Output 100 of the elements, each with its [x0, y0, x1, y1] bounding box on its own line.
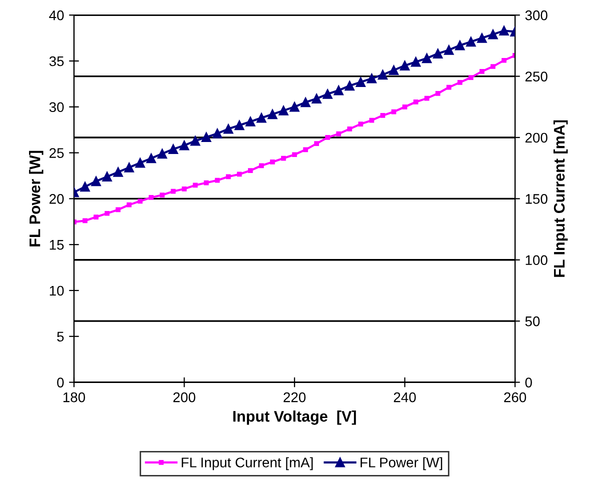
point — [477, 33, 487, 43]
point — [236, 172, 242, 177]
point — [490, 64, 496, 69]
legend-label: FL Power [W] — [360, 457, 442, 470]
y-tick-label: 10 — [50, 286, 64, 296]
y2-tick-label: 150 — [526, 194, 548, 204]
point — [281, 156, 286, 161]
point — [435, 90, 440, 96]
point — [259, 163, 264, 168]
point — [190, 136, 200, 146]
point — [378, 70, 388, 80]
point — [356, 77, 366, 87]
point — [424, 96, 430, 101]
point — [116, 207, 121, 212]
point — [226, 174, 231, 180]
point — [455, 40, 465, 50]
point — [388, 65, 399, 76]
y-axis-title: FL Power [W] — [29, 150, 44, 246]
x-axis-title: Input Voltage [V] — [233, 410, 356, 425]
point — [366, 74, 377, 84]
point — [182, 186, 187, 192]
y-tick-label: 35 — [49, 56, 64, 66]
y-tick-label: 0 — [57, 378, 64, 388]
point — [135, 158, 146, 168]
point — [102, 172, 112, 182]
point — [380, 113, 386, 118]
x-tick-label: 240 — [394, 392, 416, 402]
point — [422, 53, 432, 64]
point — [248, 168, 253, 173]
y2-tick-label: 0 — [525, 378, 532, 388]
point — [400, 60, 410, 70]
x-tick-label: 220 — [284, 392, 306, 402]
point — [336, 131, 342, 136]
legend-label: FL Input Current [mA] — [182, 457, 313, 470]
point — [146, 153, 156, 164]
point — [113, 167, 123, 177]
point — [322, 89, 332, 99]
point — [358, 122, 364, 126]
point — [502, 58, 506, 63]
point — [168, 144, 178, 154]
point — [290, 102, 300, 112]
point — [413, 100, 418, 104]
point — [148, 195, 154, 200]
point — [256, 113, 266, 123]
point — [91, 176, 101, 186]
x-tick-label: 180 — [63, 392, 86, 402]
point — [80, 182, 90, 192]
point — [214, 178, 220, 183]
point — [126, 202, 132, 208]
point — [170, 188, 176, 194]
y2-axis-title: FL Input Current [mA] — [553, 120, 568, 277]
point — [268, 109, 278, 120]
point — [446, 84, 452, 90]
y2-tick-label: 200 — [525, 132, 548, 143]
point — [347, 126, 352, 132]
point — [369, 118, 374, 123]
point — [160, 192, 165, 198]
point — [138, 198, 143, 204]
y-tick-label: 5 — [57, 332, 64, 342]
point — [82, 218, 88, 224]
point — [157, 148, 168, 159]
y-tick-label: 40 — [49, 10, 64, 20]
point — [468, 75, 474, 80]
y2-tick-label: 100 — [526, 255, 548, 266]
point — [410, 57, 421, 67]
point — [466, 36, 476, 47]
point — [432, 48, 443, 59]
point — [204, 180, 209, 186]
point — [292, 152, 297, 158]
point — [480, 68, 484, 74]
point — [444, 45, 454, 55]
point — [312, 94, 322, 104]
x-tick-label: 260 — [504, 392, 526, 402]
point — [300, 97, 310, 108]
y-tick-label: 20 — [50, 194, 64, 204]
point — [325, 135, 330, 140]
point — [94, 214, 98, 220]
point — [224, 124, 234, 134]
line-series — [74, 53, 516, 224]
y-tick-label: 15 — [50, 240, 64, 250]
y2-tick-label: 300 — [525, 10, 548, 20]
x-tick-label: 200 — [173, 392, 196, 402]
point — [402, 104, 408, 110]
point — [234, 120, 244, 130]
point — [314, 141, 320, 146]
y-tick-label: 25 — [50, 148, 64, 158]
y2-tick-label: 50 — [525, 316, 540, 326]
point — [192, 182, 198, 188]
point — [104, 210, 110, 216]
point — [391, 109, 396, 114]
point — [278, 106, 288, 116]
point — [499, 26, 509, 36]
point — [270, 160, 275, 164]
point — [457, 80, 462, 85]
point — [212, 128, 222, 138]
y2-tick-label: 250 — [525, 72, 548, 82]
point — [303, 147, 308, 152]
point — [179, 140, 190, 150]
point — [246, 116, 256, 126]
y-tick-label: 30 — [49, 102, 64, 112]
